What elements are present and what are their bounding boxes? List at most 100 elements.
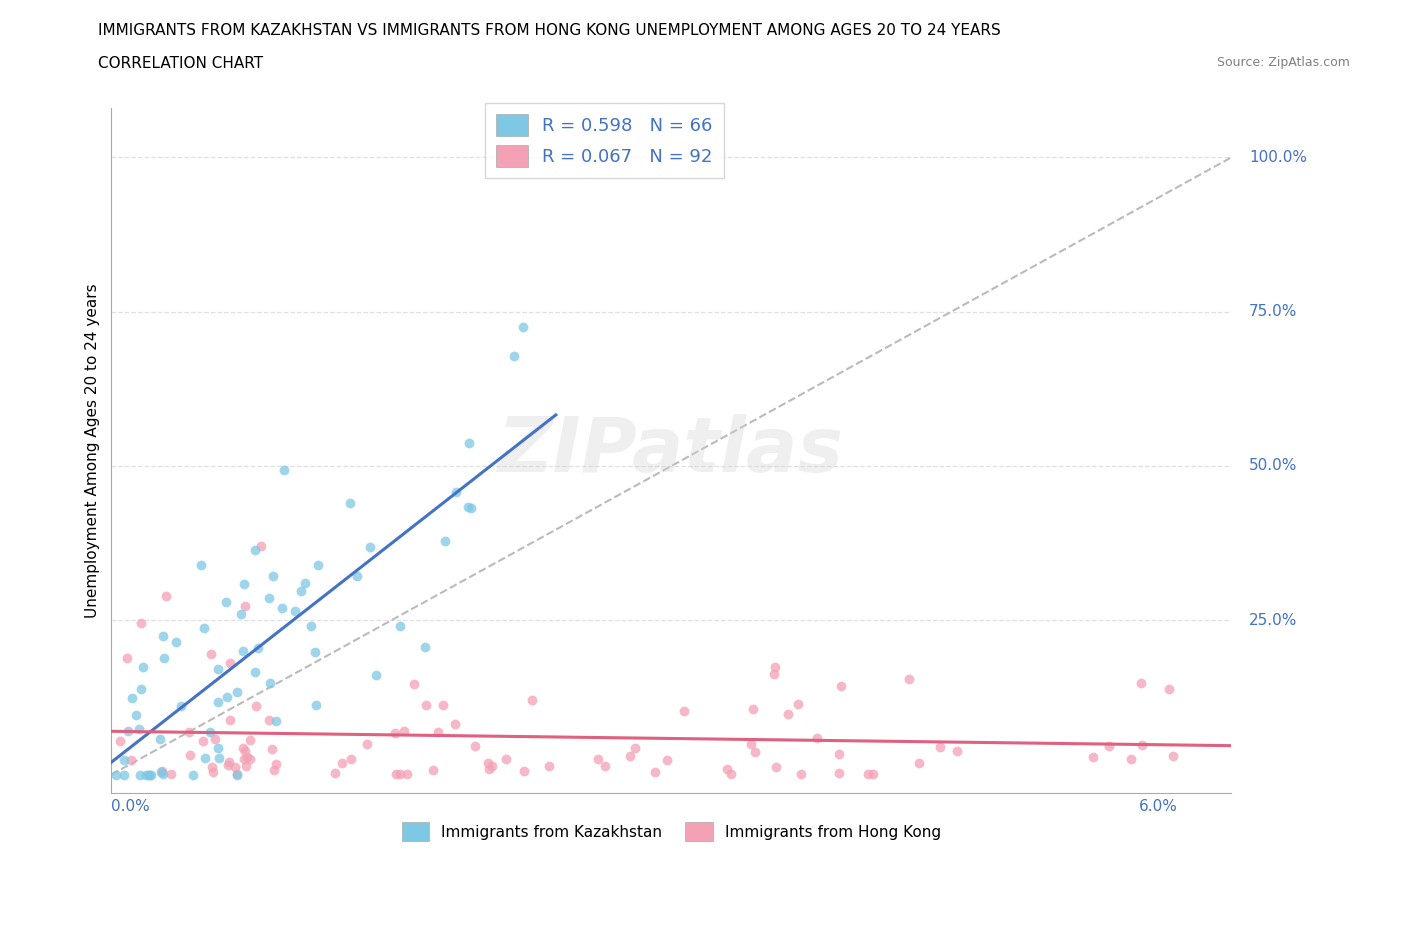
Point: [273, 462, 295, 477]
Point: [207, 662, 229, 677]
Point: [513, 764, 536, 778]
Point: [444, 716, 467, 731]
Point: [232, 577, 254, 591]
Point: [226, 685, 249, 700]
Point: [217, 758, 239, 773]
Point: [619, 748, 641, 763]
Point: [460, 500, 482, 515]
Point: [245, 699, 267, 714]
Text: 75.0%: 75.0%: [1249, 304, 1298, 319]
Point: [290, 583, 312, 598]
Point: [217, 690, 239, 705]
Point: [415, 698, 437, 712]
Point: [232, 741, 254, 756]
Point: [104, 767, 127, 782]
Point: [384, 725, 406, 740]
Point: [789, 767, 811, 782]
Point: [477, 755, 499, 770]
Point: [898, 671, 921, 686]
Point: [744, 745, 766, 760]
Point: [138, 767, 160, 782]
Point: [502, 348, 524, 363]
Point: [257, 712, 280, 727]
Point: [389, 618, 412, 633]
Point: [299, 618, 322, 633]
Point: [179, 747, 201, 762]
Point: [259, 676, 281, 691]
Point: [1130, 676, 1153, 691]
Point: [928, 739, 950, 754]
Point: [323, 765, 346, 780]
Point: [108, 734, 131, 749]
Point: [458, 435, 481, 450]
Point: [1098, 738, 1121, 753]
Point: [152, 766, 174, 781]
Point: [202, 764, 225, 779]
Point: [179, 724, 201, 739]
Point: [763, 667, 786, 682]
Point: [396, 766, 419, 781]
Point: [117, 723, 139, 737]
Point: [139, 767, 162, 782]
Point: [828, 765, 851, 780]
Point: [135, 767, 157, 782]
Text: ZIPatlas: ZIPatlas: [498, 414, 845, 487]
Point: [128, 767, 150, 782]
Point: [207, 740, 229, 755]
Point: [271, 601, 294, 616]
Point: [394, 724, 416, 738]
Point: [1130, 737, 1153, 752]
Text: 100.0%: 100.0%: [1249, 150, 1308, 165]
Point: [862, 767, 884, 782]
Point: [657, 752, 679, 767]
Point: [434, 534, 457, 549]
Point: [236, 750, 259, 764]
Point: [304, 645, 326, 660]
Point: [235, 758, 257, 773]
Point: [208, 751, 231, 766]
Point: [307, 557, 329, 572]
Point: [138, 767, 160, 782]
Point: [218, 712, 240, 727]
Point: [207, 695, 229, 710]
Point: [204, 731, 226, 746]
Point: [232, 751, 254, 766]
Point: [339, 496, 361, 511]
Point: [149, 764, 172, 779]
Point: [413, 640, 436, 655]
Point: [356, 737, 378, 751]
Point: [495, 751, 517, 766]
Point: [908, 755, 931, 770]
Point: [129, 616, 152, 631]
Point: [720, 766, 742, 781]
Point: [402, 677, 425, 692]
Point: [193, 620, 215, 635]
Point: [170, 698, 193, 713]
Text: IMMIGRANTS FROM KAZAKHSTAN VS IMMIGRANTS FROM HONG KONG UNEMPLOYMENT AMONG AGES : IMMIGRANTS FROM KAZAKHSTAN VS IMMIGRANTS…: [98, 23, 1001, 38]
Point: [198, 724, 221, 739]
Text: CORRELATION CHART: CORRELATION CHART: [98, 56, 263, 71]
Point: [330, 756, 353, 771]
Point: [191, 733, 214, 748]
Point: [828, 747, 851, 762]
Point: [385, 766, 408, 781]
Point: [152, 629, 174, 644]
Point: [243, 665, 266, 680]
Point: [233, 599, 256, 614]
Point: [294, 576, 316, 591]
Point: [238, 733, 260, 748]
Point: [1161, 749, 1184, 764]
Point: [1081, 750, 1104, 764]
Point: [426, 725, 449, 740]
Y-axis label: Unemployment Among Ages 20 to 24 years: Unemployment Among Ages 20 to 24 years: [86, 284, 100, 618]
Point: [266, 757, 288, 772]
Point: [787, 697, 810, 711]
Point: [218, 755, 240, 770]
Point: [131, 659, 153, 674]
Point: [284, 604, 307, 618]
Point: [716, 762, 738, 777]
Point: [233, 743, 256, 758]
Point: [765, 760, 787, 775]
Point: [593, 759, 616, 774]
Point: [131, 682, 153, 697]
